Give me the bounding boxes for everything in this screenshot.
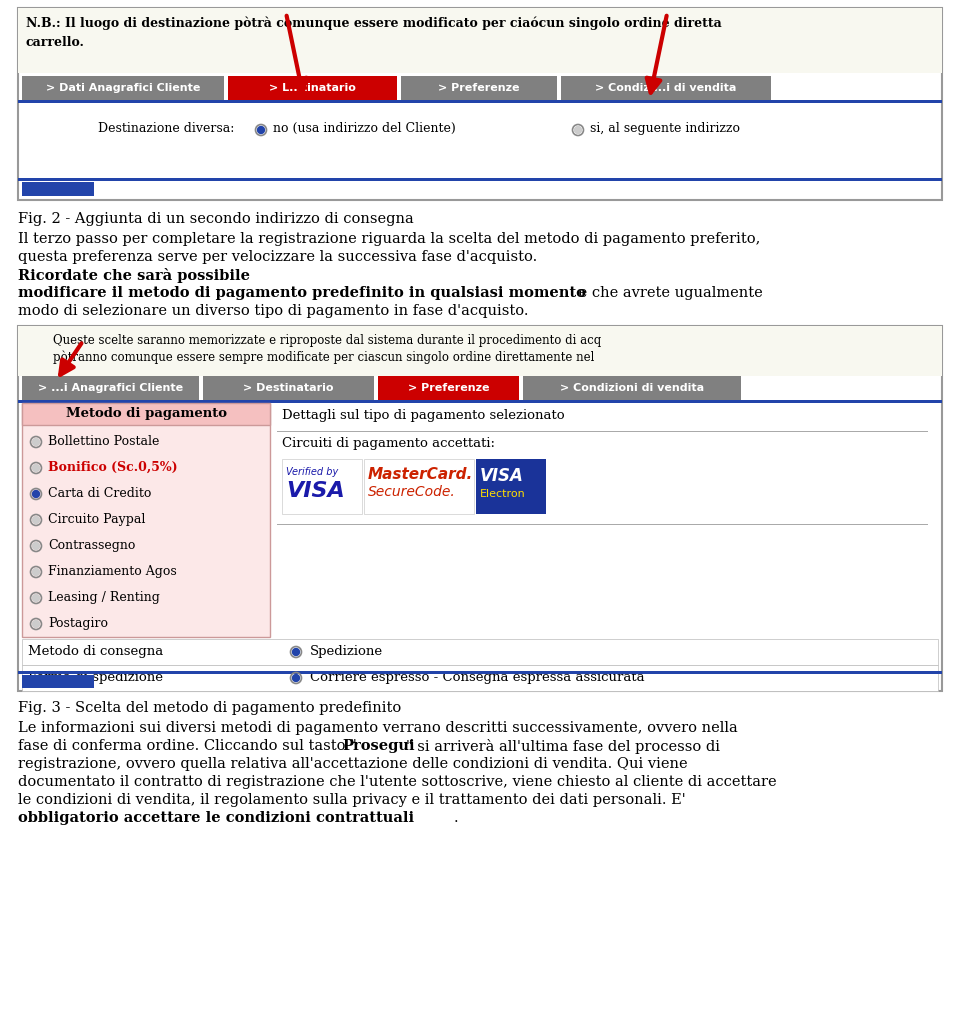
Text: Finanziamento Agos: Finanziamento Agos (48, 565, 177, 578)
Circle shape (33, 621, 39, 627)
Bar (561, 76, 771, 100)
Text: Prosegui: Prosegui (342, 739, 415, 753)
Text: Bonifico (Sc.0,5%): Bonifico (Sc.0,5%) (48, 461, 178, 474)
Circle shape (257, 126, 265, 133)
Text: > Condizi...i di vendita: > Condizi...i di vendita (595, 83, 736, 93)
Bar (22, 376, 199, 400)
Circle shape (33, 438, 39, 445)
Text: Leasing / Renting: Leasing / Renting (48, 591, 160, 604)
Text: Fig. 2 - Aggiunta di un secondo indirizzo di consegna: Fig. 2 - Aggiunta di un secondo indirizz… (18, 212, 414, 226)
Text: Il terzo passo per completare la registrazione riguarda la scelta del metodo di : Il terzo passo per completare la registr… (18, 232, 760, 246)
Bar (523, 376, 741, 400)
Bar (203, 376, 374, 400)
Text: " si arriverà all'ultima fase del processo di: " si arriverà all'ultima fase del proces… (406, 739, 720, 754)
Text: registrazione, ovvero quella relativa all'accettazione delle condizioni di vendi: registrazione, ovvero quella relativa al… (18, 757, 687, 771)
Text: no (usa indirizzo del Cliente): no (usa indirizzo del Cliente) (273, 122, 456, 135)
Bar (22, 403, 270, 425)
Bar (22, 182, 94, 196)
Text: documentato il contratto di registrazione che l'utente sottoscrive, viene chiest: documentato il contratto di registrazion… (18, 775, 777, 789)
Text: Circuiti di pagamento accettati:: Circuiti di pagamento accettati: (282, 437, 495, 450)
Text: .: . (454, 811, 459, 825)
Text: le condizioni di vendita, il regolamento sulla privacy e il trattamento dei dati: le condizioni di vendita, il regolamento… (18, 793, 685, 807)
Bar (18, 8, 942, 73)
Text: Fig. 3 - Scelta del metodo di pagamento predefinito: Fig. 3 - Scelta del metodo di pagamento … (18, 701, 401, 715)
Text: Circuito Paypal: Circuito Paypal (48, 513, 145, 526)
Bar (18, 8, 942, 200)
Text: Bollettino Postale: Bollettino Postale (48, 435, 159, 448)
Text: obbligatorio accettare le condizioni contrattuali: obbligatorio accettare le condizioni con… (18, 811, 414, 825)
Text: Dettagli sul tipo di pagamento selezionato: Dettagli sul tipo di pagamento seleziona… (282, 409, 564, 422)
Text: VISA: VISA (480, 467, 524, 486)
Text: modificare il metodo di pagamento predefinito in qualsiasi momento: modificare il metodo di pagamento predef… (18, 286, 586, 300)
Text: modo di selezionare un diverso tipo di pagamento in fase d'acquisto.: modo di selezionare un diverso tipo di p… (18, 304, 529, 318)
Circle shape (33, 491, 39, 498)
Text: > L...tinatario: > L...tinatario (269, 83, 356, 93)
Text: N.B.: Il luogo di destinazione pòtrà comunque essere modificato per ciaócun sing: N.B.: Il luogo di destinazione pòtrà com… (26, 15, 722, 30)
Text: Le informazioni sui diversi metodi di pagamento verrano descritti successivament: Le informazioni sui diversi metodi di pa… (18, 721, 737, 735)
Text: Metodo di pagamento: Metodo di pagamento (65, 407, 227, 420)
Text: Verified by: Verified by (286, 467, 338, 477)
Bar (18, 400, 942, 403)
Text: > ...i Anagrafici Cliente: > ...i Anagrafici Cliente (38, 383, 183, 393)
Text: pòtranno comunque essere sempre modificate per ciascun singolo ordine direttamen: pòtranno comunque essere sempre modifica… (53, 351, 594, 365)
Circle shape (33, 568, 39, 575)
Text: > Condizioni di vendita: > Condizioni di vendita (560, 383, 704, 393)
Text: > Preferenze: > Preferenze (408, 383, 490, 393)
Text: si, al seguente indirizzo: si, al seguente indirizzo (590, 122, 740, 135)
Circle shape (33, 516, 39, 524)
Circle shape (293, 649, 300, 656)
Text: Ricordate che sarà possibile: Ricordate che sarà possibile (18, 268, 250, 283)
Text: Contrassegno: Contrassegno (48, 539, 135, 552)
Bar (18, 326, 942, 376)
Bar (18, 671, 942, 674)
Text: SecureCode.: SecureCode. (368, 486, 456, 499)
Text: carrello.: carrello. (26, 36, 84, 49)
Circle shape (574, 126, 582, 133)
Bar (18, 178, 942, 181)
Text: Metodo di consegna: Metodo di consegna (28, 645, 163, 658)
Text: questa preferenza serve per velocizzare la successiva fase d'acquisto.: questa preferenza serve per velocizzare … (18, 250, 541, 264)
Bar (18, 100, 942, 103)
Text: Forma di spedizione: Forma di spedizione (28, 671, 163, 684)
Circle shape (33, 465, 39, 471)
Text: fase di conferma ordine. Cliccando sul tasto ": fase di conferma ordine. Cliccando sul t… (18, 739, 357, 753)
Bar (22, 639, 938, 665)
Bar (401, 76, 557, 100)
Bar (18, 326, 942, 691)
Text: Carta di Credito: Carta di Credito (48, 487, 152, 500)
Text: > Destinatario: > Destinatario (243, 383, 334, 393)
Text: Spedizione: Spedizione (310, 645, 383, 658)
Bar (282, 459, 362, 514)
Text: e che avrete ugualmente: e che avrete ugualmente (574, 286, 763, 300)
Text: Electron: Electron (480, 489, 526, 499)
Text: Corriere espresso - Consegna espressa assicurata: Corriere espresso - Consegna espressa as… (310, 671, 644, 684)
Bar (228, 76, 397, 100)
Text: > Preferenze: > Preferenze (439, 83, 519, 93)
Text: Destinazione diversa:: Destinazione diversa: (98, 122, 234, 135)
Bar (22, 665, 938, 691)
Text: VISA: VISA (286, 481, 345, 501)
Text: MasterCard.: MasterCard. (368, 467, 473, 482)
Text: Postagiro: Postagiro (48, 617, 108, 630)
Bar (378, 376, 519, 400)
Circle shape (33, 542, 39, 550)
Circle shape (293, 675, 300, 682)
Bar (476, 459, 546, 514)
Bar (364, 459, 474, 514)
Text: Queste scelte saranno memorizzate e riproposte dal sistema durante il procedimen: Queste scelte saranno memorizzate e ripr… (53, 334, 601, 347)
Bar (22, 403, 270, 637)
Text: > Dati Anagrafici Cliente: > Dati Anagrafici Cliente (46, 83, 201, 93)
Circle shape (33, 595, 39, 601)
Bar (272, 403, 938, 637)
Bar (22, 675, 94, 688)
Bar (22, 76, 224, 100)
